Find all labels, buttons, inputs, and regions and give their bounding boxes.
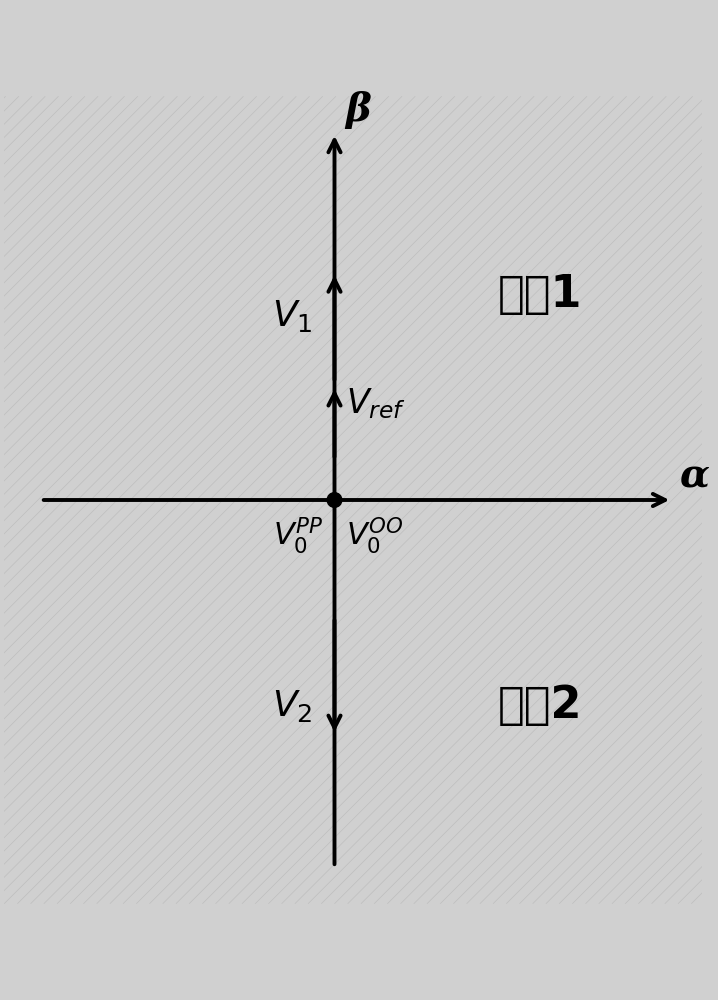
Circle shape (327, 493, 342, 507)
Text: $V_0^{OO}$: $V_0^{OO}$ (345, 515, 404, 556)
Text: 扇区2: 扇区2 (498, 684, 582, 727)
Text: $V_1$: $V_1$ (272, 298, 312, 334)
Text: $V_{ref}$: $V_{ref}$ (345, 386, 406, 421)
Text: α: α (679, 456, 709, 494)
Text: 扇区1: 扇区1 (498, 273, 582, 316)
Text: $V_0^{PP}$: $V_0^{PP}$ (273, 515, 324, 556)
Text: β: β (345, 91, 371, 129)
Text: $V_2$: $V_2$ (272, 688, 312, 724)
